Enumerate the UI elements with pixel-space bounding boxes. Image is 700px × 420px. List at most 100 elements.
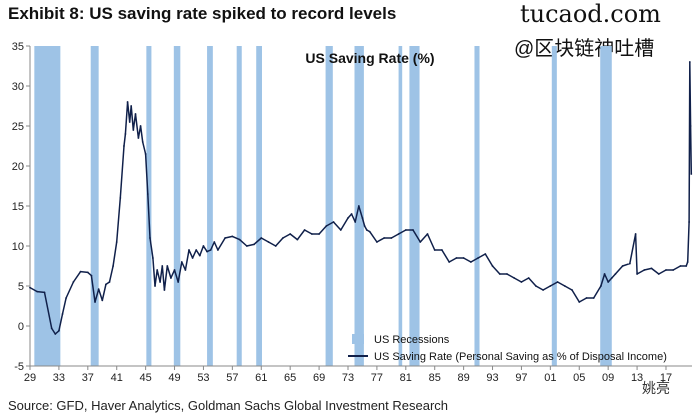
x-tick-label: 29 [24,372,36,384]
x-tick-label: 37 [82,372,94,384]
saving-rate-point [365,229,368,231]
saving-rate-point [65,297,68,299]
saving-rate-point [36,290,39,293]
saving-rate-point [260,237,263,239]
recession-bar-12 [474,46,480,366]
saving-rate-point [462,257,465,259]
x-tick-label: 73 [342,372,354,384]
saving-rate-point [191,257,194,259]
saving-rate-point [603,273,606,275]
saving-rate-point [134,113,137,115]
x-tick-label: 45 [140,372,152,384]
saving-rate-point [146,193,149,195]
x-tick-label: 97 [515,372,527,384]
saving-rate-point [198,254,201,257]
y-tick-label: 5 [18,281,24,293]
x-tick-label: 81 [400,372,412,384]
y-tick-label: 20 [12,161,24,173]
x-tick-label: 49 [168,372,180,384]
saving-rate-point [213,241,216,243]
x-tick-label: 33 [53,372,65,384]
recession-bar-1 [34,46,61,366]
watermark-handle: @区块链神吐槽 [514,38,655,60]
x-tick-label: 53 [197,372,209,384]
saving-rate-point [310,233,313,235]
saving-rate-point [54,333,57,335]
x-tick-label: 09 [602,372,614,384]
saving-rate-point [527,277,530,279]
saving-rate-point [607,281,610,283]
saving-rate-point [441,249,443,251]
saving-rate-point [137,137,140,139]
saving-rate-point [614,273,617,275]
saving-rate-point [506,273,508,275]
saving-rate-point [636,273,638,275]
saving-rate-point [195,249,198,251]
saving-rate-point [115,241,118,243]
recession-bar-11 [409,46,420,366]
y-tick-label: -5 [14,361,24,373]
saving-rate-point [375,241,378,243]
x-tick-label: 41 [111,372,123,384]
saving-rate-point [132,129,135,131]
saving-rate-point [339,229,342,231]
saving-rate-point [679,265,682,267]
recession-bar-2 [90,46,99,366]
saving-rate-point [245,245,248,247]
x-tick-label: 85 [429,372,441,384]
saving-rate-point [332,221,335,223]
saving-rate-point [267,241,270,243]
saving-rate-point [159,281,161,283]
saving-rate-point [274,245,277,247]
x-tick-label: 57 [226,372,238,384]
watermark-corner: 姚亮 [642,380,670,396]
saving-rate-point [97,288,100,291]
saving-rate-point [108,281,111,283]
recession-bar-13 [551,46,557,366]
x-tick-label: 93 [486,372,498,384]
saving-rate-point [578,301,581,303]
saving-rate-point [433,249,436,251]
chart-title: Exhibit 8: US saving rate spiked to reco… [8,4,397,23]
saving-rate-point [90,274,93,277]
saving-rate-point [397,233,400,235]
saving-rate-point [217,249,219,251]
saving-rate-point [549,285,552,287]
saving-rate-point [29,286,31,289]
saving-rate-point [325,225,328,227]
saving-rate-point [650,267,653,270]
saving-rate-point [318,233,320,235]
saving-rate-point [689,125,692,127]
recession-bar-4 [173,46,181,366]
saving-rate-point [542,289,545,291]
saving-rate-point [354,221,357,223]
saving-rate-point [289,233,292,235]
saving-rate-point [238,238,241,241]
saving-rate-point [383,237,386,239]
saving-rate-point [477,257,479,259]
saving-rate-point [498,273,501,275]
saving-rate-point [404,229,407,231]
saving-rate-point [571,289,573,291]
y-tick-label: 15 [12,201,24,213]
saving-rate-point [426,233,429,235]
saving-rate-point [79,270,82,273]
saving-rate-point [686,261,689,263]
saving-rate-point [419,241,422,243]
saving-rate-point [173,269,176,271]
saving-rate-point [621,265,624,267]
saving-rate-point [534,285,537,287]
saving-rate-point [209,249,212,251]
saving-rate-point [491,265,494,267]
saving-rate-point [151,257,154,259]
saving-rate-point [368,230,371,233]
recession-bar-10 [398,46,403,366]
saving-rate-point [643,269,646,271]
saving-rate-point [600,285,602,287]
saving-rate-point [585,297,588,299]
saving-rate-point [58,329,60,332]
saving-rate-point [357,205,360,207]
x-tick-label: 17 [660,372,672,384]
y-tick-label: 10 [12,241,24,253]
